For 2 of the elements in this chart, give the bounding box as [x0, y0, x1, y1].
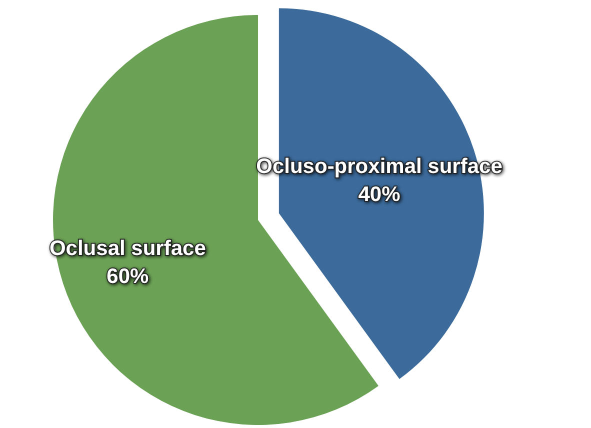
- data-label: 40%: [358, 183, 401, 206]
- data-label: 60%: [106, 265, 150, 288]
